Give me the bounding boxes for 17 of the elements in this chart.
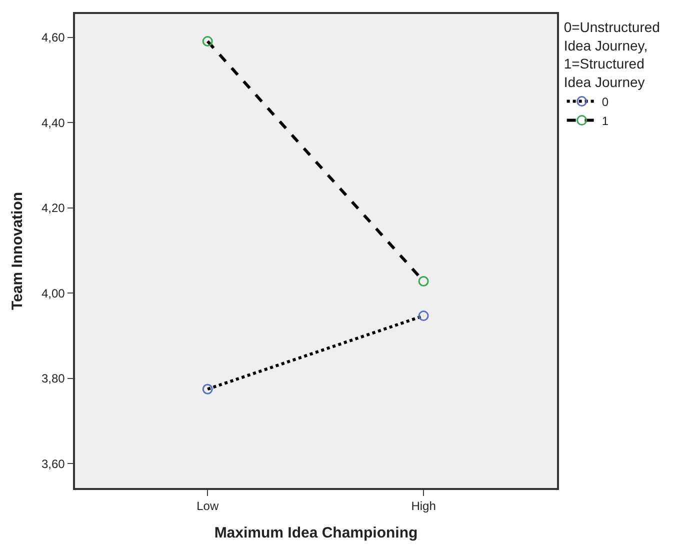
point bbox=[202, 36, 213, 47]
legend-title: 0=Unstructured Idea Journey, 1=Structured Idea Journey bbox=[564, 19, 660, 90]
y-axis-title: Team Innovation bbox=[9, 192, 26, 310]
y-tick-label: 4,40 bbox=[41, 116, 66, 130]
y-tick-label: 4,20 bbox=[41, 201, 66, 216]
point bbox=[418, 276, 429, 287]
point bbox=[418, 310, 429, 322]
point bbox=[202, 384, 213, 394]
y-tick-label: 3,80 bbox=[41, 372, 66, 386]
y-tick-label: 4,60 bbox=[41, 30, 66, 45]
y-tick-label: 3,60 bbox=[41, 456, 66, 471]
x-axis-title: Maximum Idea Championing bbox=[214, 524, 418, 542]
x-tick-label: Low bbox=[196, 499, 219, 514]
legend-label: 1 bbox=[602, 114, 609, 128]
y-tick-label: 4,00 bbox=[41, 286, 66, 300]
x-tick-label: High bbox=[411, 499, 436, 514]
legend-label: 0 bbox=[602, 94, 609, 109]
